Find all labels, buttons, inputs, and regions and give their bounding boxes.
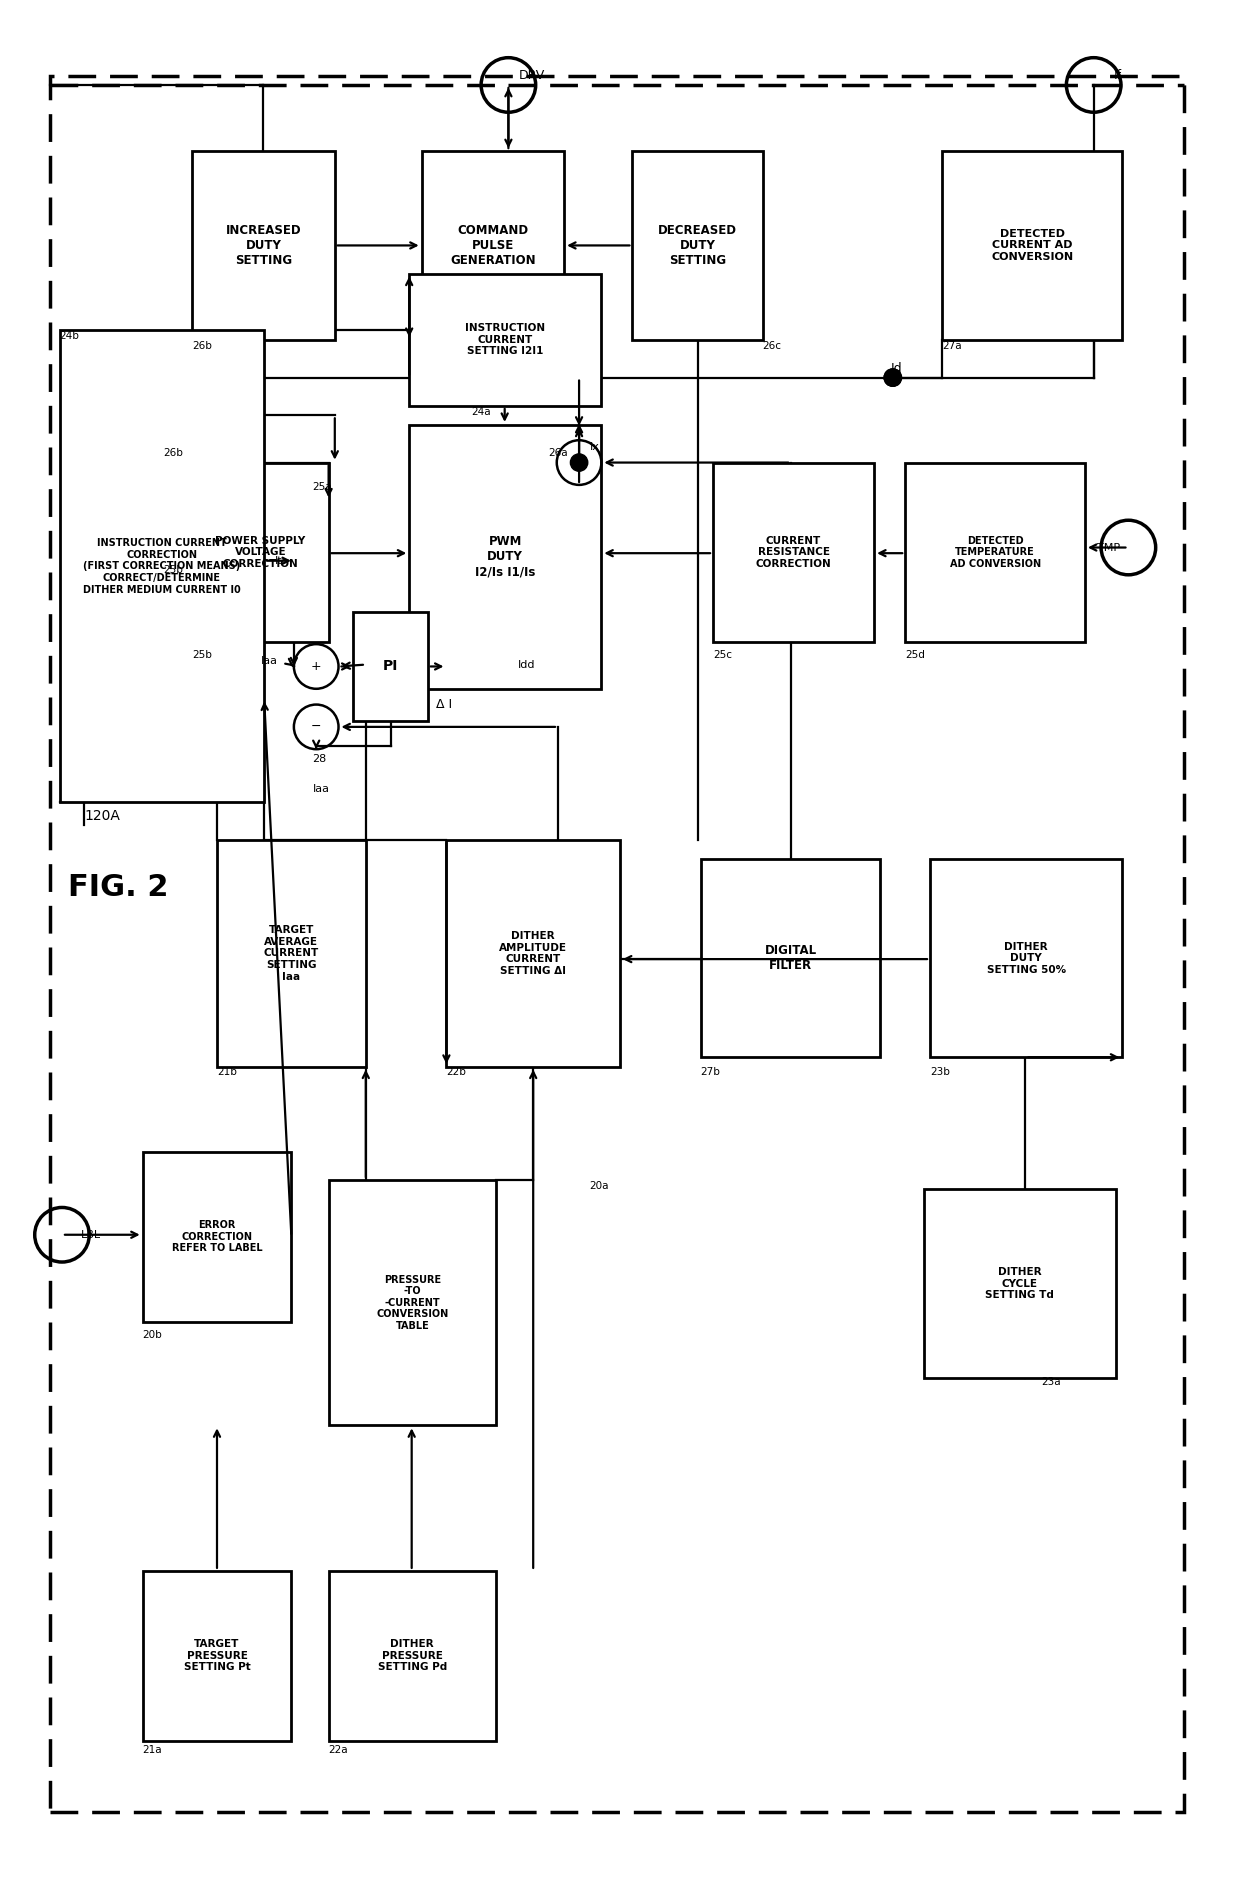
Text: PI: PI: [383, 659, 398, 674]
FancyBboxPatch shape: [942, 151, 1122, 340]
Text: 22a: 22a: [329, 1745, 348, 1756]
Text: INSTRUCTION CURRENT
CORRECTION
(FIRST CORRECTION MEANS)
CORRECT/DETERMINE
DITHER: INSTRUCTION CURRENT CORRECTION (FIRST CO…: [83, 538, 241, 595]
FancyBboxPatch shape: [409, 274, 601, 406]
Text: DITHER
CYCLE
SETTING Td: DITHER CYCLE SETTING Td: [986, 1267, 1054, 1301]
FancyBboxPatch shape: [701, 859, 880, 1057]
Text: 25c: 25c: [713, 649, 732, 661]
FancyBboxPatch shape: [143, 1152, 291, 1322]
Text: TARGET
PRESSURE
SETTING Pt: TARGET PRESSURE SETTING Pt: [184, 1639, 250, 1673]
Text: DITHER
PRESSURE
SETTING Pd: DITHER PRESSURE SETTING Pd: [378, 1639, 446, 1673]
Text: DETECTED
CURRENT AD
CONVERSION: DETECTED CURRENT AD CONVERSION: [991, 228, 1074, 262]
Text: DITHER
AMPLITUDE
CURRENT
SETTING ΔI: DITHER AMPLITUDE CURRENT SETTING ΔI: [500, 931, 567, 976]
Text: 21a: 21a: [143, 1745, 162, 1756]
FancyBboxPatch shape: [50, 76, 1184, 1812]
Text: DIGITAL
FILTER: DIGITAL FILTER: [764, 944, 817, 972]
FancyBboxPatch shape: [905, 463, 1085, 642]
Text: CURRENT
RESISTANCE
CORRECTION: CURRENT RESISTANCE CORRECTION: [755, 536, 832, 568]
Text: LBL: LBL: [81, 1229, 100, 1240]
Text: FIG. 2: FIG. 2: [68, 872, 169, 902]
Text: Idd: Idd: [518, 659, 536, 670]
FancyBboxPatch shape: [143, 1571, 291, 1741]
Text: Iaa: Iaa: [260, 655, 278, 666]
Text: 25b: 25b: [164, 565, 184, 576]
FancyBboxPatch shape: [192, 463, 329, 642]
FancyBboxPatch shape: [217, 840, 366, 1067]
Text: TMP: TMP: [1097, 542, 1121, 553]
Text: TARGET
AVERAGE
CURRENT
SETTING
Iaa: TARGET AVERAGE CURRENT SETTING Iaa: [264, 925, 319, 982]
Text: INCREASED
DUTY
SETTING: INCREASED DUTY SETTING: [226, 225, 301, 266]
FancyBboxPatch shape: [329, 1180, 496, 1425]
Text: POWER SUPPLY
VOLTAGE
CORRECTION: POWER SUPPLY VOLTAGE CORRECTION: [216, 536, 305, 568]
FancyBboxPatch shape: [422, 151, 564, 340]
Text: 25b: 25b: [192, 649, 212, 661]
Text: Δ I: Δ I: [436, 699, 453, 710]
Text: 25d: 25d: [905, 649, 925, 661]
Text: DRV: DRV: [518, 70, 544, 81]
FancyBboxPatch shape: [353, 612, 428, 721]
Text: 26b: 26b: [164, 447, 184, 459]
FancyBboxPatch shape: [60, 330, 264, 802]
Text: 21b: 21b: [217, 1067, 237, 1078]
Text: 23b: 23b: [930, 1067, 950, 1078]
FancyBboxPatch shape: [713, 463, 874, 642]
Text: Iaa: Iaa: [312, 784, 330, 795]
Text: Id: Id: [890, 362, 901, 374]
Text: 24b: 24b: [60, 330, 79, 342]
Text: 22b: 22b: [446, 1067, 466, 1078]
Text: 26b: 26b: [192, 340, 212, 351]
FancyBboxPatch shape: [924, 1189, 1116, 1378]
Text: 28: 28: [312, 753, 326, 765]
Text: 27b: 27b: [701, 1067, 720, 1078]
Text: PWM
DUTY
I2/Is I1/Is: PWM DUTY I2/Is I1/Is: [475, 536, 536, 578]
Text: 25a: 25a: [312, 481, 332, 493]
Text: DETECTED
TEMPERATURE
AD CONVERSION: DETECTED TEMPERATURE AD CONVERSION: [950, 536, 1040, 568]
Ellipse shape: [884, 368, 901, 387]
Text: PRESSURE
-TO
-CURRENT
CONVERSION
TABLE: PRESSURE -TO -CURRENT CONVERSION TABLE: [376, 1274, 449, 1331]
Text: DECREASED
DUTY
SETTING: DECREASED DUTY SETTING: [658, 225, 737, 266]
Text: +: +: [311, 661, 321, 672]
Text: 27a: 27a: [942, 340, 962, 351]
FancyBboxPatch shape: [632, 151, 763, 340]
Ellipse shape: [570, 453, 588, 472]
Ellipse shape: [884, 368, 901, 387]
Text: COMMAND
PULSE
GENERATION: COMMAND PULSE GENERATION: [450, 225, 536, 266]
Text: Ix: Ix: [590, 442, 600, 453]
Text: ERROR
CORRECTION
REFER TO LABEL: ERROR CORRECTION REFER TO LABEL: [171, 1220, 263, 1254]
FancyBboxPatch shape: [446, 840, 620, 1067]
Text: 23a: 23a: [1042, 1376, 1061, 1388]
Text: 24a: 24a: [471, 406, 491, 417]
Text: 20b: 20b: [143, 1329, 162, 1340]
Text: 26c: 26c: [763, 340, 781, 351]
Text: 120A: 120A: [84, 808, 120, 823]
FancyBboxPatch shape: [930, 859, 1122, 1057]
Text: −: −: [311, 721, 321, 733]
Text: If: If: [1114, 70, 1122, 81]
FancyBboxPatch shape: [329, 1571, 496, 1741]
Text: DITHER
DUTY
SETTING 50%: DITHER DUTY SETTING 50%: [987, 942, 1065, 974]
FancyBboxPatch shape: [409, 425, 601, 689]
Text: INSTRUCTION
CURRENT
SETTING I2I1: INSTRUCTION CURRENT SETTING I2I1: [465, 323, 546, 357]
Text: It: It: [275, 555, 283, 566]
Text: 26a: 26a: [548, 447, 568, 459]
FancyBboxPatch shape: [192, 151, 335, 340]
Text: 20a: 20a: [589, 1180, 609, 1191]
